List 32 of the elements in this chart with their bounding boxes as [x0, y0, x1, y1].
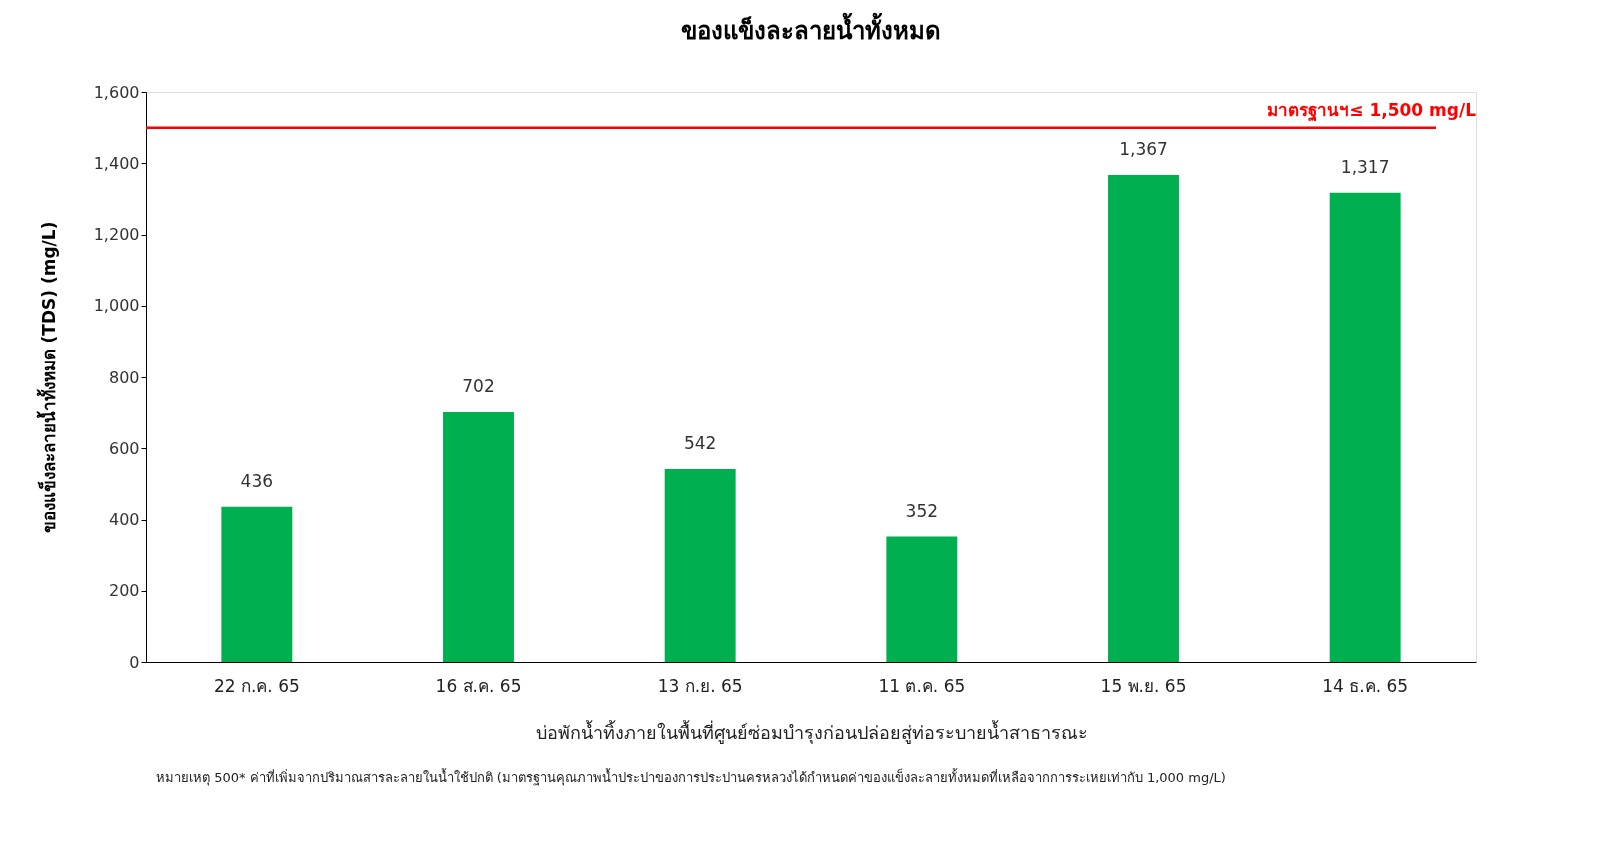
x-tick-label: 13 ก.ย. 65 — [657, 675, 743, 696]
data-label: 436 — [240, 470, 274, 491]
x-tick-label: 22 ก.ค. 65 — [213, 675, 300, 696]
y-tick-label: 1,200 — [93, 225, 140, 244]
y-tick-label: 800 — [108, 367, 140, 387]
bar — [1329, 192, 1401, 662]
chart-title: ของแข็งละลายน้ำทั้งหมด — [681, 12, 941, 45]
x-tick-label: 16 ส.ค. 65 — [435, 675, 522, 696]
y-tick-label: 400 — [108, 510, 140, 529]
ref-line-label: มาตรฐานฯ≤ 1,500 mg/L — [1267, 99, 1477, 122]
x-axis-title: บ่อพักน้ำทิ้งภายในพื้นที่ศูนย์ซ่อมบำรุงก่อนปล่อยสู่ท่อระบายน้ำสาธารณะ — [535, 719, 1088, 744]
data-label: 542 — [683, 432, 717, 453]
x-tick-label: 14 ธ.ค. 65 — [1322, 675, 1409, 696]
bar — [1108, 175, 1179, 662]
y-tick-label: 1,600 — [93, 82, 140, 102]
y-tick-label: 0 — [129, 652, 140, 672]
bar — [664, 468, 736, 662]
y-tick-label: 1,400 — [93, 153, 140, 173]
text: หมายเหตุ 500* ค่าที่เพิ่มจากปริมาณสารละลายในน้ำใช้ปกติ (มาตรฐานคุณภาพน้ำประปาของการประปานครหลวงได้กำหนดค่าของแข็งละลายทั้งหมดที่เหลือจากการระเหยเท่ากับ 1,000 mg/L) — [156, 768, 1226, 786]
x-tick-label: 15 พ.ย. 65 — [1100, 675, 1187, 696]
x-tick-label: 11 ต.ค. 65 — [878, 675, 966, 696]
y-tick-label: 600 — [108, 438, 140, 458]
y-axis-title: ของแข็งละลายน้ำทั้งหมด (TDS) (mg/L) — [35, 221, 59, 534]
bar — [443, 411, 514, 662]
bar — [886, 536, 958, 662]
data-label: 352 — [905, 500, 939, 521]
bar — [221, 506, 293, 662]
data-label: 702 — [462, 375, 495, 396]
data-label: 1,317 — [1340, 156, 1390, 177]
data-label: 1,367 — [1119, 139, 1168, 160]
y-tick-label: 1,000 — [93, 296, 140, 316]
y-tick-label: 200 — [108, 581, 140, 601]
